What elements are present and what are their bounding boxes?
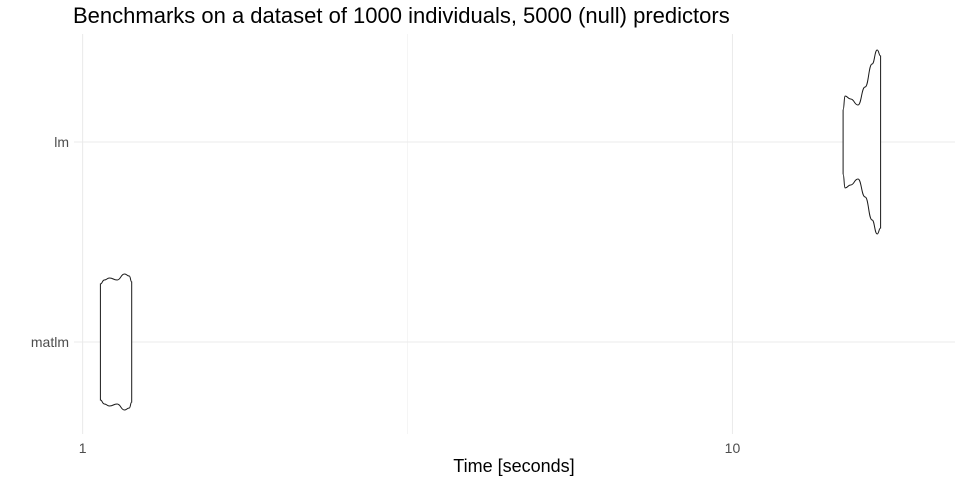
y-tick-label: lm xyxy=(54,134,69,150)
x-axis-tick-labels: 1 10 xyxy=(79,440,741,456)
chart-title: Benchmarks on a dataset of 1000 individu… xyxy=(73,3,730,28)
violin-matlm xyxy=(99,273,133,411)
y-axis-tick-labels: lm matlm xyxy=(31,134,69,350)
violins xyxy=(99,49,882,411)
y-tick-label: matlm xyxy=(31,334,69,350)
x-axis-title: Time [seconds] xyxy=(453,456,574,476)
grid xyxy=(74,34,955,434)
violin-lm xyxy=(842,49,882,235)
x-tick-label: 10 xyxy=(725,440,741,456)
x-tick-label: 1 xyxy=(79,440,87,456)
